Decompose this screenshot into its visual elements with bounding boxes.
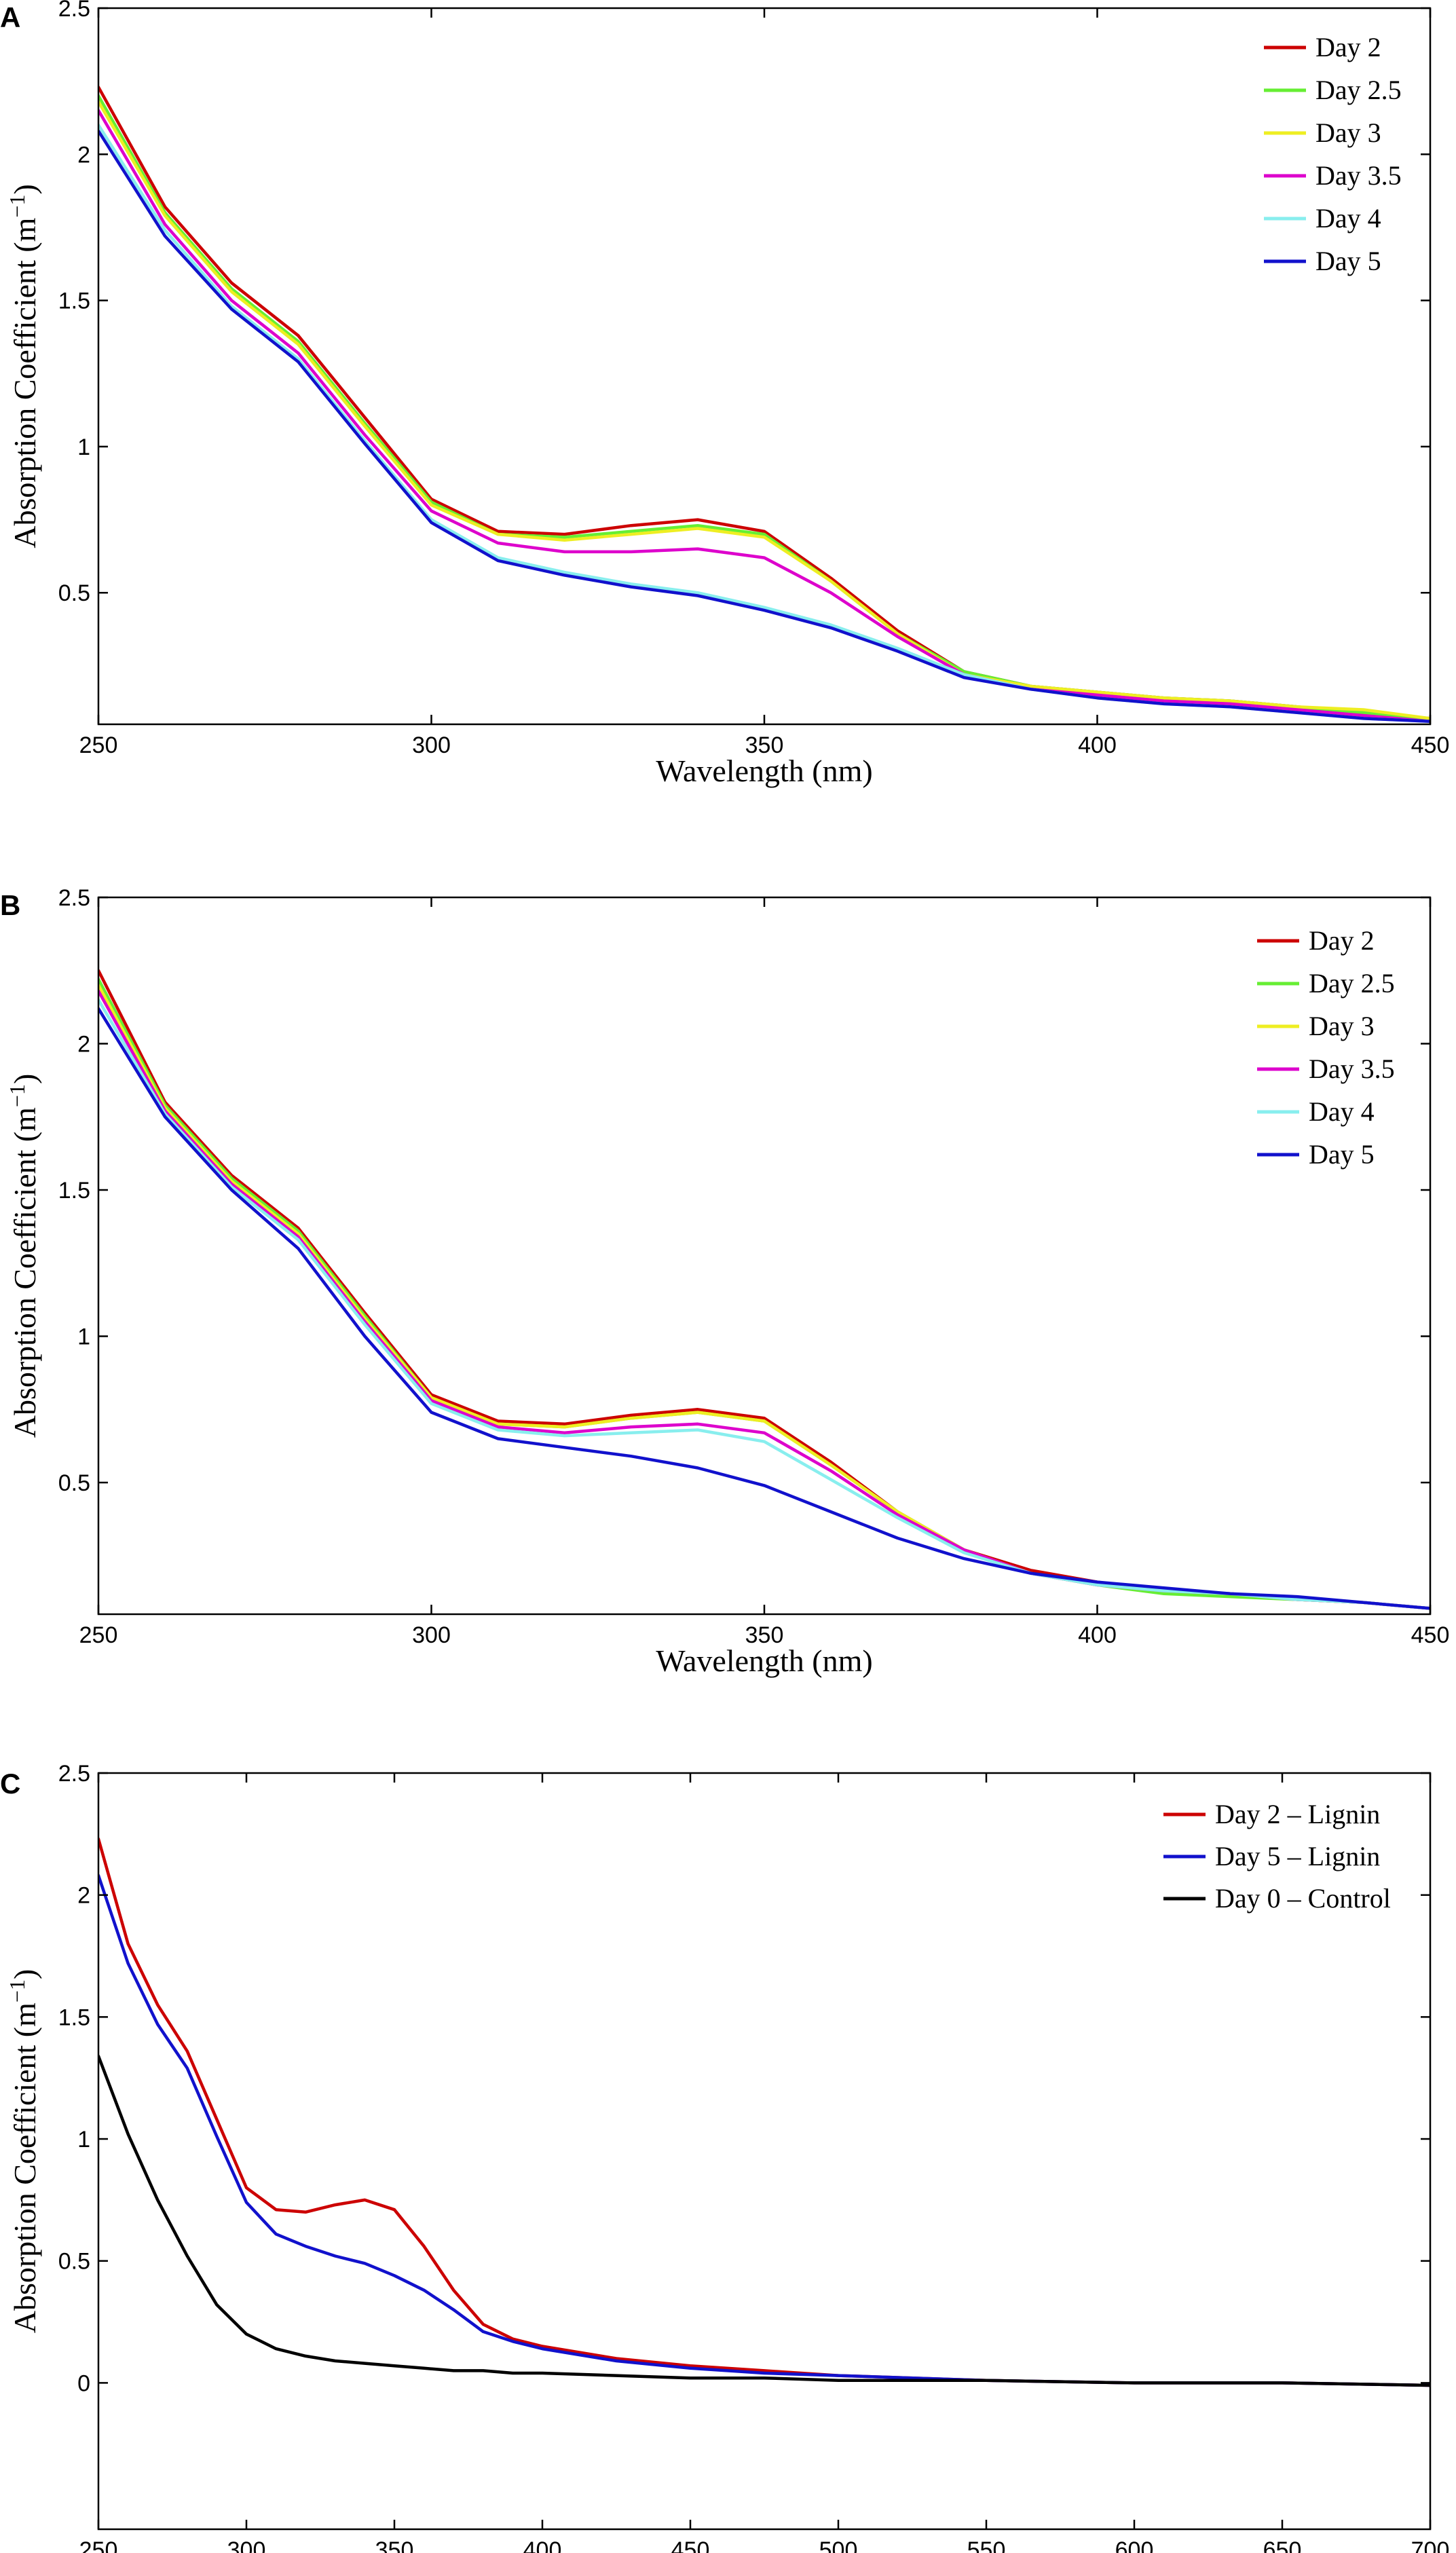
series-line-day-3 [98, 100, 1430, 720]
series-group [98, 86, 1430, 723]
y-axis-title-unit-exponent: −1 [5, 195, 29, 218]
x-tick-label: 600 [1115, 2537, 1154, 2553]
y-tick-label: 2.5 [58, 885, 90, 911]
legend-label: Day 3.5 [1309, 1054, 1395, 1084]
series-group [98, 969, 1430, 1610]
panel-label: B [0, 889, 20, 921]
y-tick-label: 1.5 [58, 288, 90, 314]
y-tick-label: 1 [77, 2127, 90, 2153]
panel-label: C [0, 1768, 20, 1800]
series-line-day-3-5 [98, 989, 1430, 1610]
legend-label: Day 4 [1309, 1096, 1375, 1127]
legend: Day 2 Day 2.5 Day 3 Day 3.5 Day 4 Day 5 [1264, 32, 1402, 276]
y-axis-title-unit-exponent: −1 [5, 1084, 29, 1107]
x-tick-label: 250 [79, 2537, 118, 2553]
legend-label: Day 5 [1315, 246, 1381, 276]
legend-label: Day 2.5 [1309, 968, 1395, 999]
y-tick-label: 2.5 [58, 0, 90, 22]
x-tick-label: 400 [523, 2537, 562, 2553]
x-tick-label: 400 [1078, 1622, 1117, 1648]
y-axis-title-main: Absorption Coefficient (m [7, 2002, 42, 2333]
y-tick-label: 1.5 [58, 1178, 90, 1204]
legend-label: Day 2 [1309, 925, 1375, 956]
x-tick-label: 300 [227, 2537, 266, 2553]
y-tick-label: 0 [77, 2370, 90, 2396]
series-line-day-3-5 [98, 109, 1430, 723]
y-tick-label: 1.5 [58, 2005, 90, 2030]
series-line-day-2-lignin [98, 1837, 1430, 2387]
x-tick-label: 550 [967, 2537, 1006, 2553]
x-tick-label: 700 [1411, 2537, 1450, 2553]
plot-frame [97, 7, 1432, 726]
x-tick-label: 250 [79, 1622, 118, 1648]
legend-label: Day 4 [1315, 203, 1381, 234]
y-tick-label: 0.5 [58, 580, 90, 606]
y-axis-title: Absorption Coefficient (m−1) [5, 1969, 42, 2334]
x-tick-label: 450 [671, 2537, 710, 2553]
y-tick-label: 0.5 [58, 1470, 90, 1496]
y-tick-label: 2 [77, 1032, 90, 1058]
y-tick-label: 0.5 [58, 2249, 90, 2275]
y-axis-title-close: ) [7, 184, 42, 194]
x-tick-label: 400 [1078, 732, 1117, 758]
legend-label: Day 5 [1309, 1139, 1375, 1170]
plot-frame [97, 896, 1432, 1616]
chart-panel-b: B 250 300 350 400 450 0.5 1 1.5 2 2.5 Wavelength (n… [0, 885, 1449, 1678]
legend-label: Day 3.5 [1315, 160, 1402, 191]
legend-label: Day 2.5 [1315, 75, 1402, 105]
legend-label: Day 3 [1309, 1011, 1375, 1041]
legend-label: Day 5 – Lignin [1215, 1841, 1380, 1871]
y-tick-label: 2.5 [58, 1761, 90, 1787]
x-axis-title: Wavelength (nm) [656, 1643, 872, 1678]
legend-label: Day 0 – Control [1215, 1883, 1391, 1914]
series-line-day-4 [98, 998, 1430, 1610]
series-line-day-2 [98, 86, 1430, 720]
legend-label: Day 2 – Lignin [1215, 1799, 1380, 1829]
x-tick-label: 450 [1411, 1622, 1450, 1648]
x-tick-label: 650 [1263, 2537, 1302, 2553]
y-axis-title-unit-exponent: −1 [5, 1979, 29, 2002]
series-line-day-3 [98, 984, 1430, 1610]
chart-panel-a: A 250 300 350 400 450 0.5 1 1.5 2 2.5 Wavelength (n… [0, 0, 1449, 788]
x-tick-label: 300 [412, 1622, 451, 1648]
series-line-day-5 [98, 1007, 1430, 1610]
y-axis-title-main: Absorption Coefficient (m [7, 217, 42, 548]
y-axis-title-main: Absorption Coefficient (m [7, 1107, 42, 1438]
y-axis-title: Absorption Coefficient (m−1) [5, 1074, 42, 1438]
series-line-day-5 [98, 129, 1430, 723]
y-tick-label: 2 [77, 142, 90, 168]
x-tick-label: 250 [79, 732, 118, 758]
x-tick-label: 300 [412, 732, 451, 758]
legend-label: Day 3 [1315, 117, 1381, 148]
series-line-day-4 [98, 123, 1430, 723]
x-axis-title: Wavelength (nm) [656, 753, 872, 788]
series-line-day-2 [98, 969, 1430, 1610]
series-line-day-2-5 [98, 977, 1430, 1610]
y-axis-title-close: ) [7, 1969, 42, 1979]
panel-label: A [0, 1, 20, 33]
x-tick-label: 350 [375, 2537, 414, 2553]
series-line-day-5-lignin [98, 1874, 1430, 2387]
chart-panel-c: C 250 300 350 400 450 500 550 600 650 700 0 0.5 1 1.5 2… [0, 1761, 1449, 2553]
y-axis-title: Absorption Coefficient (m−1) [5, 184, 42, 548]
y-tick-label: 2 [77, 1883, 90, 1909]
x-tick-label: 450 [1411, 732, 1450, 758]
y-tick-label: 1 [77, 1324, 90, 1350]
x-tick-label: 500 [819, 2537, 858, 2553]
series-line-day-2-5 [98, 94, 1430, 720]
legend-label: Day 2 [1315, 32, 1381, 62]
series-group [98, 1837, 1430, 2387]
y-axis-title-close: ) [7, 1074, 42, 1084]
series-line-day-0-control [98, 2054, 1430, 2387]
y-tick-label: 1 [77, 434, 90, 460]
legend: Day 2 Day 2.5 Day 3 Day 3.5 Day 4 Day 5 [1257, 925, 1395, 1170]
legend: Day 2 – Lignin Day 5 – Lignin Day 0 – Cont… [1163, 1799, 1391, 1914]
x-tick-label: 350 [745, 1622, 784, 1648]
plot-frame [97, 1772, 1432, 2531]
x-tick-label: 350 [745, 732, 784, 758]
